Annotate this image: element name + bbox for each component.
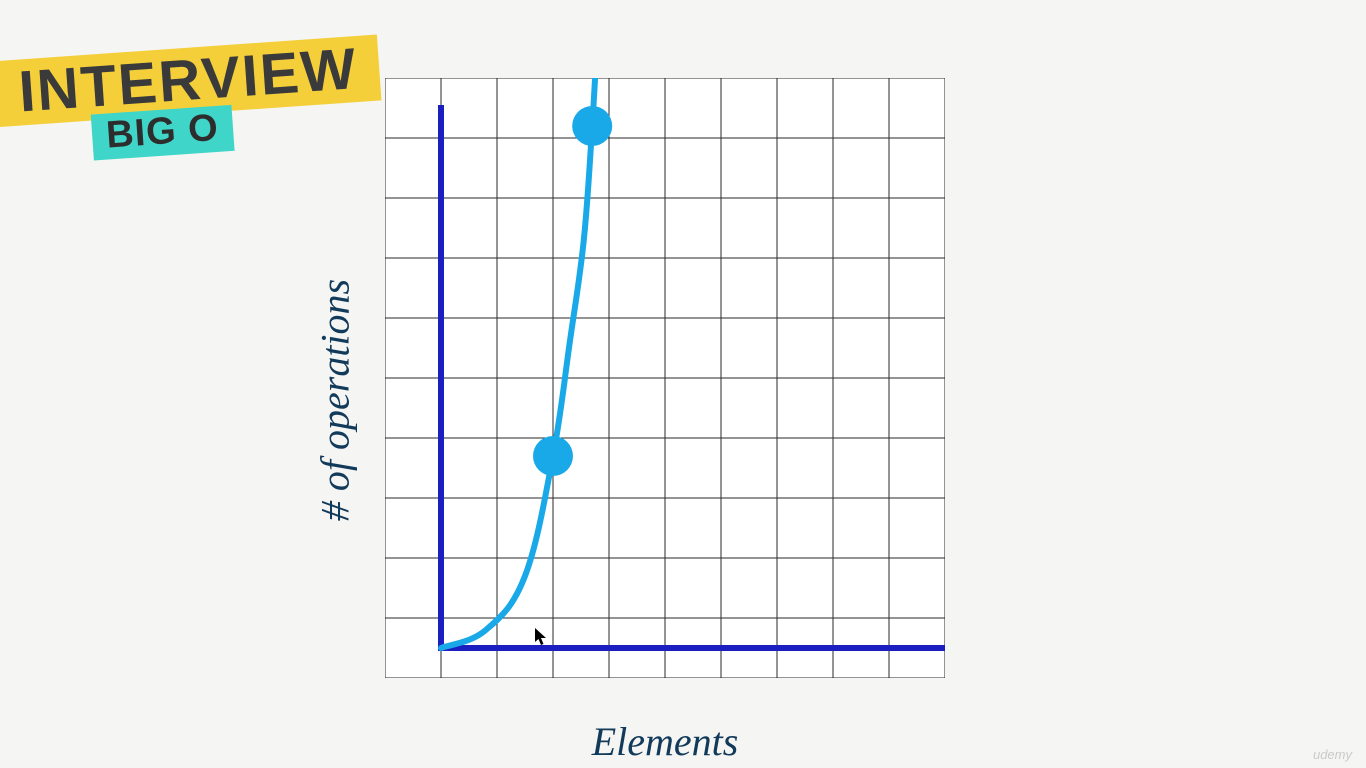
bigo-badge: BIG O: [91, 105, 235, 160]
y-axis-label: # of operations: [312, 279, 359, 521]
x-axis-label: Elements: [592, 718, 739, 765]
complexity-curve: [441, 78, 597, 648]
chart-area: [385, 78, 945, 678]
title-badges: INTERVIEW BIG O: [0, 34, 384, 167]
chart-svg: [385, 78, 945, 678]
watermark: udemy: [1313, 747, 1352, 762]
data-point-marker: [533, 436, 573, 476]
data-point-marker: [572, 106, 612, 146]
